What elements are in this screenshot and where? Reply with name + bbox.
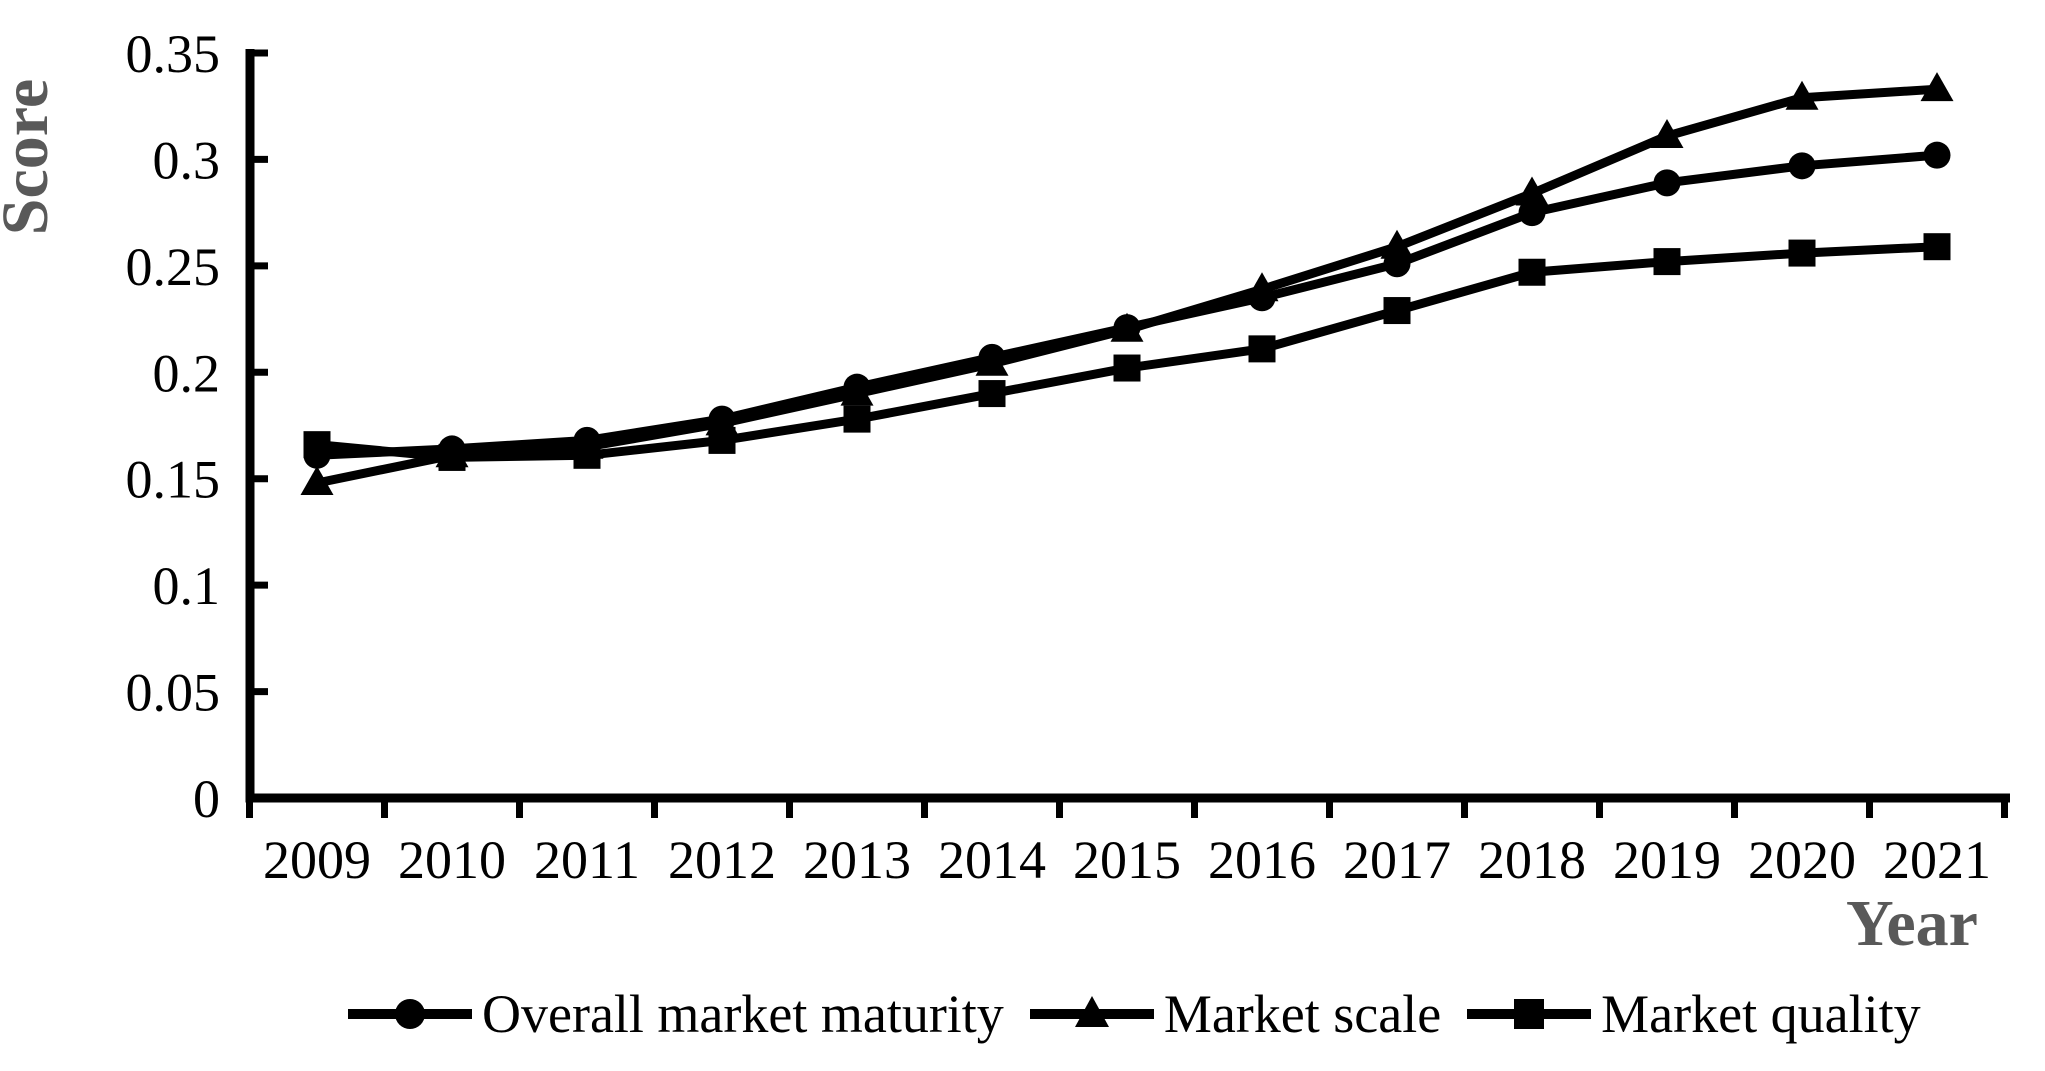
chart-legend: Overall market maturity Market scale Marke… [348,982,1921,1046]
square-marker-icon [438,443,466,471]
y-tick-label: 0 [193,769,220,829]
y-tick-label: 0.35 [126,24,221,84]
triangle-marker-icon [1515,176,1549,206]
x-tick-label: 2021 [1883,830,1991,890]
circle-marker-icon [1518,199,1546,227]
triangle-marker-icon [1380,229,1414,259]
triangle-marker-icon [975,346,1009,376]
x-tick-label: 2012 [668,830,776,890]
triangle-marker-icon [840,376,874,406]
x-tick-label: 2018 [1478,830,1586,890]
circle-marker-icon [1653,169,1681,197]
x-tick-label: 2013 [803,830,911,890]
triangle-marker-icon [1785,80,1819,110]
triangle-marker-icon [1110,312,1144,342]
circle-marker-icon [1923,141,1951,169]
triangle-marker-icon [1920,72,1954,102]
y-tick-label: 0.25 [126,237,221,297]
x-tick-label: 2017 [1343,830,1451,890]
square-marker-icon [1923,233,1951,261]
x-tick-label: 2010 [398,830,506,890]
series-line-circle [316,150,1938,460]
legend-key-circle-icon [348,999,472,1029]
legend-item-market-scale: Market scale [1029,982,1442,1046]
y-tick-label: 0.2 [153,343,221,403]
y-tick-label: 0.05 [126,663,221,723]
legend-label: Market quality [1601,984,1921,1044]
y-tick-label: 0.1 [153,556,221,616]
x-tick-label: 2016 [1208,830,1316,890]
y-tick-label: 0.15 [126,450,221,510]
square-marker-icon [1248,335,1276,363]
x-tick-label: 2015 [1073,830,1181,890]
square-marker-icon [573,441,601,469]
y-tick-label: 0.3 [153,130,221,190]
triangle-marker-icon [1650,119,1684,149]
series-line-triangle [316,84,1938,488]
x-tick-label: 2020 [1748,830,1856,890]
square-marker-icon [303,431,331,459]
legend-key-triangle-icon [1029,996,1154,1027]
x-tick-label: 2014 [938,830,1046,890]
square-marker-icon [708,426,736,454]
square-marker-icon [1518,258,1546,286]
square-marker-icon [1113,354,1141,382]
legend-item-market-quality: Market quality [1467,982,1921,1046]
circle-marker-icon [1788,152,1816,180]
square-marker-icon [843,405,871,433]
legend-label: Overall market maturity [482,984,1004,1044]
y-axis-title: Score [0,79,62,235]
square-marker-icon [1653,248,1681,276]
x-tick-label: 2011 [534,830,640,890]
triangle-marker-icon [1245,272,1279,302]
legend-key-square-icon [1467,999,1592,1029]
triangle-marker-icon [300,465,334,495]
x-tick-label: 2009 [263,830,371,890]
square-marker-icon [1788,239,1816,267]
square-marker-icon [978,380,1006,408]
legend-item-overall-market-maturity: Overall market maturity [348,982,1004,1046]
legend-label: Market scale [1163,984,1442,1044]
x-axis-title: Year [1846,887,1978,960]
x-tick-label: 2019 [1613,830,1721,890]
square-marker-icon [1383,297,1411,325]
series-line-square [316,242,1938,462]
